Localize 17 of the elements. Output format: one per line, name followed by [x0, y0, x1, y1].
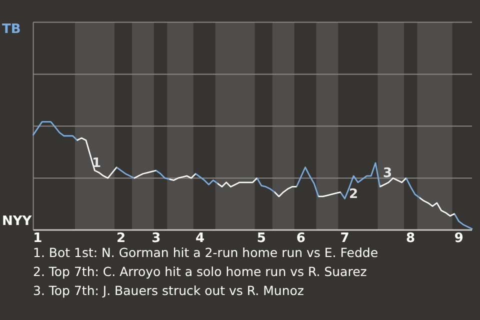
text: TB [2, 22, 21, 37]
annotation: 1 [92, 156, 102, 171]
x-tick-label: 2 [116, 231, 126, 246]
annotation: 3 [383, 166, 392, 181]
x-tick-label: 6 [296, 231, 306, 246]
x-tick-label: 8 [406, 231, 416, 246]
text: NYY [2, 214, 32, 229]
text: 2. Top 7th: C. Arroyo hit a solo home run vs R. Suarez [33, 264, 368, 279]
annotation: 2 [349, 187, 358, 202]
x-tick-label: 4 [195, 231, 205, 246]
x-tick-label: 7 [340, 231, 350, 246]
x-tick-label: 1 [33, 231, 42, 246]
x-tick-label: 3 [152, 231, 161, 246]
text: 1. Bot 1st: N. Gorman hit a 2-run home run vs E. Fedde [33, 245, 378, 260]
text: 3. Top 7th: J. Bauers struck out vs R. Munoz [33, 283, 304, 298]
x-tick-label: 9 [454, 231, 464, 246]
x-tick-label: 5 [256, 231, 266, 246]
